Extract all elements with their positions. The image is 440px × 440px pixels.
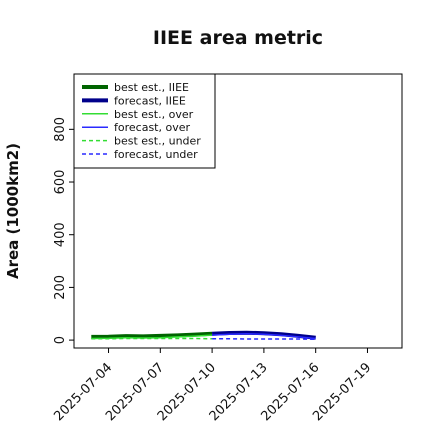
series-line-best-est-iiee bbox=[91, 331, 213, 339]
y-tick-label: 400 bbox=[53, 222, 68, 247]
legend-label-forecast-over: forecast, over bbox=[114, 121, 190, 134]
y-tick-label: 800 bbox=[53, 117, 68, 142]
legend-label-best-est-over: best est., over bbox=[114, 108, 194, 121]
legend-frame bbox=[73, 73, 216, 169]
legend-label-forecast-iiee: forecast, IIEE bbox=[114, 94, 186, 107]
y-axis-label: Area (1000km2) bbox=[4, 143, 22, 279]
plot-area-frame bbox=[73, 73, 403, 349]
legend-label-forecast-under: forecast, under bbox=[114, 148, 198, 161]
legend-label-best-est-iiee: best est., IIEE bbox=[114, 81, 189, 94]
y-tick-label: 600 bbox=[53, 170, 68, 195]
series-line-forecast-over bbox=[212, 333, 316, 340]
y-tick-label: 200 bbox=[53, 275, 68, 300]
legend-label-best-est-under: best est., under bbox=[114, 135, 201, 148]
series-line-forecast-under bbox=[212, 338, 316, 341]
series-line-forecast-iiee bbox=[212, 330, 316, 340]
y-tick-label: 0 bbox=[53, 336, 68, 344]
series-layer bbox=[91, 330, 316, 341]
series-line-best-est-over bbox=[91, 334, 213, 340]
chart-title: IIEE area metric bbox=[153, 27, 323, 49]
